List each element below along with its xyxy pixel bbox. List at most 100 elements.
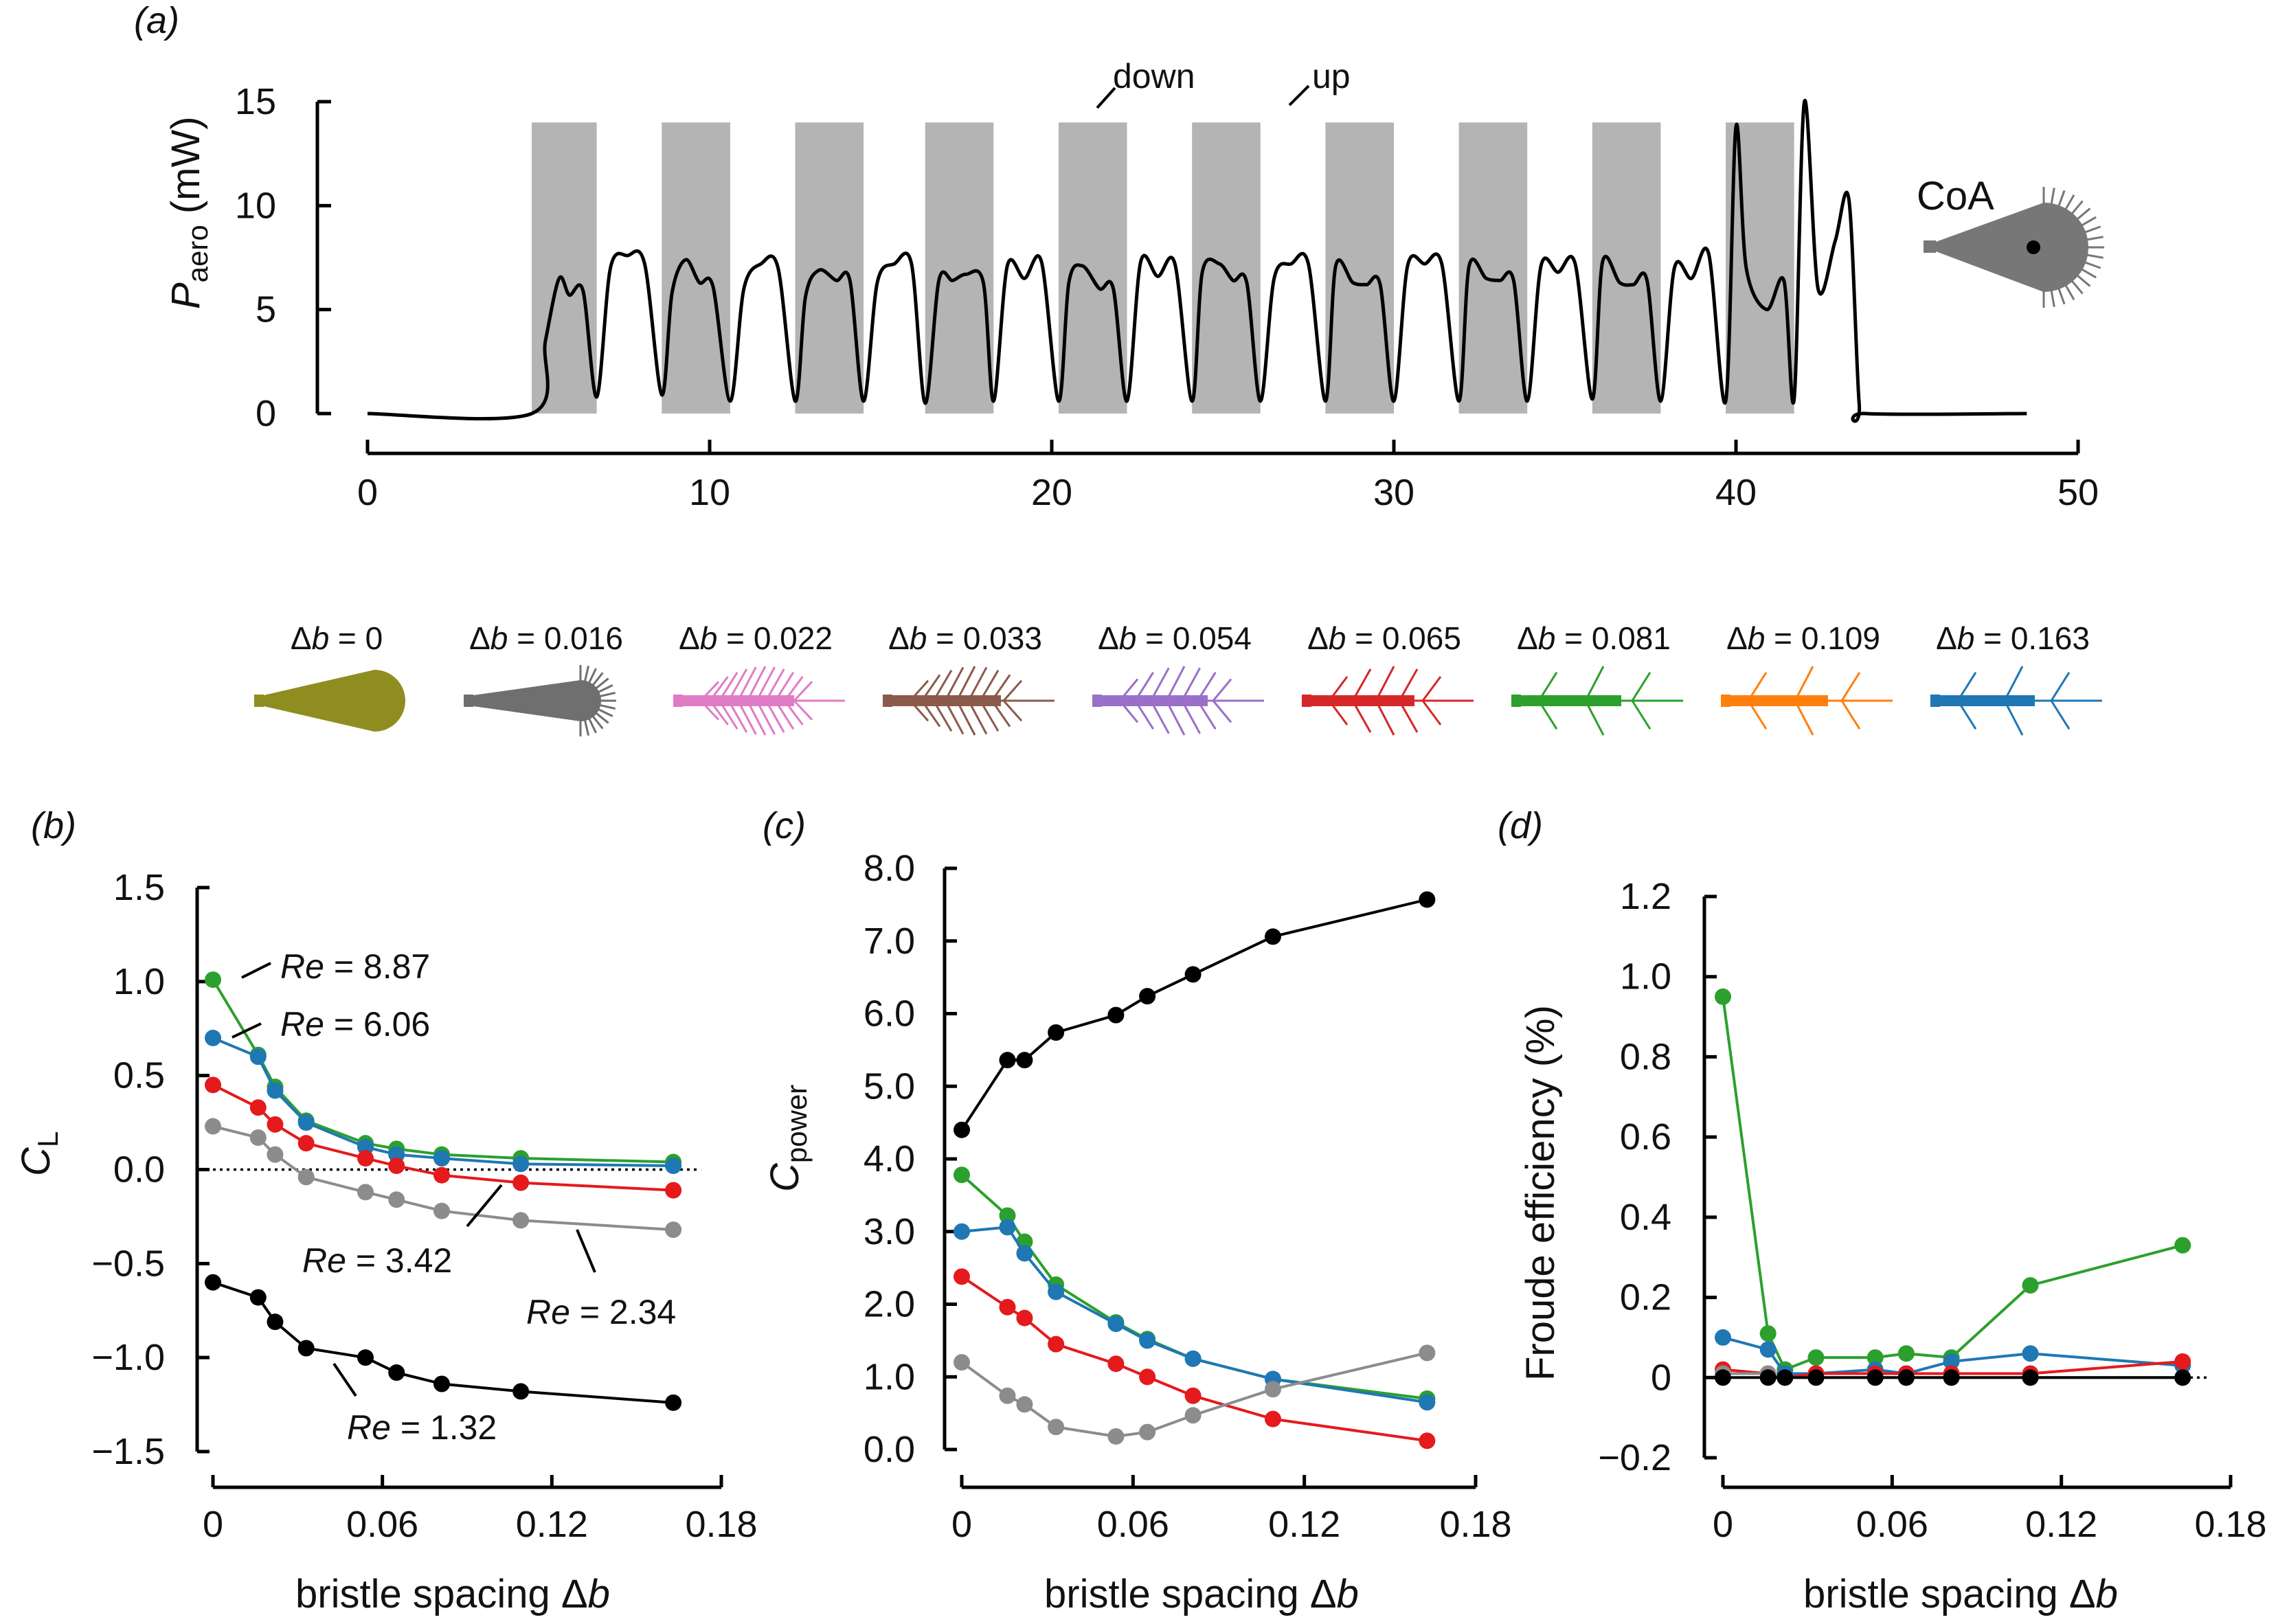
data-point-1-4 xyxy=(1048,1024,1065,1041)
legend-wing-bristle-2-10 xyxy=(593,710,609,724)
legend-wing-bristle-up-3-5 xyxy=(746,666,767,701)
data-point-1-7 xyxy=(1184,966,1202,983)
data-point-4-4 xyxy=(297,1169,315,1186)
panel-b-xlabel-text: bristle spacing Δ xyxy=(295,1572,588,1616)
coa-wing-bristle-17 xyxy=(2047,274,2055,307)
legend-wing-bristle-down-4-8 xyxy=(1002,700,1023,722)
legend-wing-bristle-up-3-0 xyxy=(699,681,720,702)
legend-value-6: = 0.065 xyxy=(1346,620,1461,656)
legend-wing-bristle-up-4-6 xyxy=(979,669,1000,701)
data-point-5-9 xyxy=(1419,1344,1436,1362)
data-point-3-2 xyxy=(249,1099,267,1116)
series-re-8-87 xyxy=(205,971,682,1171)
data-point-4-7 xyxy=(433,1202,450,1219)
data-point-1-8 xyxy=(2022,1277,2039,1294)
data-point-2-8 xyxy=(512,1155,530,1173)
data-point-3-3 xyxy=(1016,1245,1033,1262)
data-point-3-5 xyxy=(357,1150,374,1167)
y-tick-label-3: 3.0 xyxy=(864,1211,915,1252)
legend-wing-body-1 xyxy=(264,670,405,732)
legend-delta-4: Δ xyxy=(888,620,910,656)
coa-point xyxy=(2027,240,2040,254)
panel-c-xlabel-text: bristle spacing Δ xyxy=(1044,1572,1337,1616)
panel-d-data xyxy=(1715,988,2191,1386)
legend-wing-bristle-up-8-2 xyxy=(1840,671,1861,701)
data-point-4-5 xyxy=(1107,1355,1125,1373)
data-point-5-7 xyxy=(1184,1407,1202,1424)
legend-wing-bristle-down-5-4 xyxy=(1181,700,1201,734)
legend-wing-bristle-up-3-4 xyxy=(737,666,757,701)
y-tick-label-8: 8.0 xyxy=(864,848,915,889)
legend-wing-bristle-2-6 xyxy=(597,691,616,698)
re-132-leader xyxy=(332,1362,357,1397)
data-point-3-7 xyxy=(433,1166,450,1184)
legend-wing-bristle-down-3-6 xyxy=(756,700,776,735)
re-887-leader xyxy=(241,962,271,979)
data-point-1-3 xyxy=(1016,1052,1033,1069)
data-point-3-8 xyxy=(512,1174,530,1191)
legend-label-7: Δb = 0.081 xyxy=(1517,620,1671,656)
legend-item-6: Δb = 0.065 xyxy=(1302,620,1474,736)
x-tick-label-0.12: 0.12 xyxy=(1268,1504,1340,1545)
data-point-3-4 xyxy=(1048,1283,1065,1300)
x-tick-label-0: 0 xyxy=(357,472,378,513)
legend-wing-bristle-2-13 xyxy=(583,717,590,736)
legend-wing-bristle-up-4-2 xyxy=(932,669,953,701)
data-point-5-1 xyxy=(205,1274,221,1291)
legend-item-5: Δb = 0.054 xyxy=(1092,620,1264,736)
data-point-5-1 xyxy=(1715,1369,1731,1386)
data-point-5-5 xyxy=(357,1349,374,1366)
legend-wing-bristle-down-3-2 xyxy=(718,700,738,730)
re-887-var: Re xyxy=(280,947,324,986)
data-point-1-5 xyxy=(1107,1006,1125,1024)
legend-wing-bristle-down-4-0 xyxy=(909,700,929,722)
legend-wing-bristle-up-9-2 xyxy=(2050,671,2071,701)
legend-wing-body-2 xyxy=(473,680,601,721)
re-234-leader xyxy=(576,1229,596,1273)
legend-wing-bristle-down-5-6 xyxy=(1212,700,1232,723)
panel-a-axes: 0 5 10 15 0 10 20 30 40 50 xyxy=(235,81,2099,513)
legend-wing-bristle-up-3-6 xyxy=(756,666,776,701)
panel-d-xlabel: bristle spacing Δb xyxy=(1803,1572,2118,1616)
data-point-4-3 xyxy=(267,1146,284,1163)
legend-delta-9: Δ xyxy=(1936,620,1957,656)
legend-delta-7: Δ xyxy=(1517,620,1538,656)
legend-wing-bristle-down-4-1 xyxy=(921,700,941,728)
series-re-1-32 xyxy=(205,1274,682,1411)
data-point-5-3 xyxy=(267,1313,284,1331)
coa-wing-bristle-5 xyxy=(2064,207,2091,231)
legend-wing-bristle-2-2 xyxy=(587,668,597,686)
y-tick-label-2: 2.0 xyxy=(864,1284,915,1325)
downstroke-band-5 xyxy=(1058,122,1127,414)
data-point-5-6 xyxy=(1139,1423,1156,1441)
y-tick-label-0.2: 0.2 xyxy=(1620,1277,1671,1318)
legend-value-7: = 0.081 xyxy=(1555,620,1671,656)
x-tick-label-20: 20 xyxy=(1031,472,1072,513)
downstroke-band-9 xyxy=(1592,122,1661,414)
y-tick-label-0: 0 xyxy=(256,393,276,434)
legend-wing-bristle-down-3-7 xyxy=(765,700,785,733)
annotation-up: up xyxy=(1312,57,1351,95)
panel-b-label: (b) xyxy=(31,805,76,846)
legend-wing-bristle-down-5-0 xyxy=(1118,700,1139,723)
data-point-2-2 xyxy=(999,1207,1016,1224)
data-point-4-5 xyxy=(357,1184,374,1201)
legend-wing-stem-3 xyxy=(673,695,683,707)
data-point-2-1 xyxy=(954,1166,970,1184)
data-point-3-2 xyxy=(999,1219,1016,1236)
legend-wing-bristle-up-4-0 xyxy=(909,679,929,701)
re-606-label: Re = 6.06 xyxy=(280,1005,430,1044)
legend-label-2: Δb = 0.016 xyxy=(469,620,623,656)
legend-wing-bristle-down-3-1 xyxy=(709,700,729,725)
data-point-2-5 xyxy=(357,1138,374,1155)
x-tick-label-0.18: 0.18 xyxy=(2194,1504,2266,1545)
data-point-4-3 xyxy=(1016,1309,1033,1327)
legend-item-3: Δb = 0.022 xyxy=(673,620,845,736)
data-point-2-8 xyxy=(2022,1345,2039,1362)
x-tick-label-0.18: 0.18 xyxy=(685,1504,757,1545)
legend-wing-bristle-down-6-2 xyxy=(1375,700,1395,736)
data-point-5-8 xyxy=(512,1383,530,1400)
legend-wing-bristle-up-6-3 xyxy=(1398,668,1419,701)
legend-item-9: Δb = 0.163 xyxy=(1930,620,2102,736)
